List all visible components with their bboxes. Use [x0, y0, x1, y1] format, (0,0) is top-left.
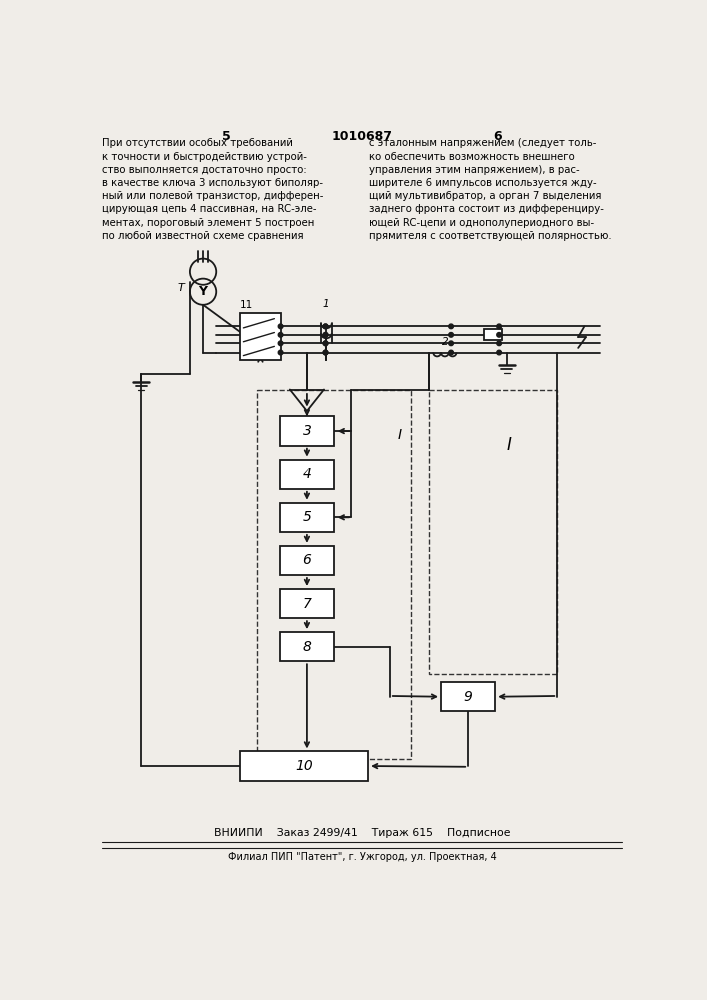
Circle shape: [323, 333, 328, 337]
Circle shape: [323, 350, 328, 355]
Circle shape: [497, 324, 501, 329]
Circle shape: [449, 333, 453, 337]
Bar: [280, 503, 334, 532]
Circle shape: [279, 324, 283, 329]
Circle shape: [279, 341, 283, 346]
Text: 5: 5: [303, 510, 311, 524]
Text: 2: 2: [442, 337, 448, 347]
Bar: [240, 312, 281, 360]
Text: 11: 11: [240, 300, 254, 310]
Text: ВНИИПИ    Заказ 2499/41    Тираж 615    Подписное: ВНИИПИ Заказ 2499/41 Тираж 615 Подписное: [214, 828, 510, 838]
Circle shape: [323, 324, 328, 329]
Bar: [280, 460, 334, 489]
Circle shape: [449, 324, 453, 329]
Bar: [441, 682, 495, 711]
Bar: [240, 751, 368, 781]
Bar: [280, 589, 334, 618]
Text: 3: 3: [303, 424, 311, 438]
Text: Филиал ПИП "Патент", г. Ужгород, ул. Проектная, 4: Филиал ПИП "Патент", г. Ужгород, ул. Про…: [228, 852, 496, 861]
Circle shape: [449, 350, 453, 355]
Text: T: T: [178, 283, 185, 293]
Circle shape: [497, 333, 501, 337]
Text: 5: 5: [222, 130, 230, 143]
Circle shape: [323, 324, 328, 329]
Text: 8: 8: [303, 640, 311, 654]
Text: Y: Y: [199, 285, 208, 298]
Text: с эталонным напряжением (следует толь-
ко обеспечить возможность внешнего
управл: с эталонным напряжением (следует толь- к…: [369, 138, 612, 241]
Bar: [280, 546, 334, 575]
Text: I: I: [506, 436, 511, 454]
Text: 6: 6: [493, 130, 502, 143]
Circle shape: [323, 333, 328, 337]
Text: 4: 4: [303, 467, 311, 481]
Bar: [484, 329, 502, 340]
Bar: [280, 416, 334, 446]
Text: 1010687: 1010687: [332, 130, 392, 143]
Text: 6: 6: [303, 553, 311, 567]
Bar: [280, 632, 334, 661]
Text: 9: 9: [464, 690, 472, 704]
Bar: [257, 389, 411, 759]
Circle shape: [497, 350, 501, 355]
Circle shape: [279, 350, 283, 355]
Circle shape: [279, 333, 283, 337]
Text: I: I: [397, 428, 402, 442]
Text: 10: 10: [296, 759, 313, 773]
Bar: [429, 389, 557, 674]
Circle shape: [323, 341, 328, 346]
Text: 1: 1: [323, 299, 329, 309]
Text: 7: 7: [303, 597, 311, 611]
Text: При отсутствии особых требований
к точности и быстродействию устрой-
ство выполн: При отсутствии особых требований к точно…: [103, 138, 324, 241]
Circle shape: [323, 341, 328, 346]
Circle shape: [497, 341, 501, 346]
Circle shape: [449, 341, 453, 346]
Circle shape: [323, 350, 328, 355]
